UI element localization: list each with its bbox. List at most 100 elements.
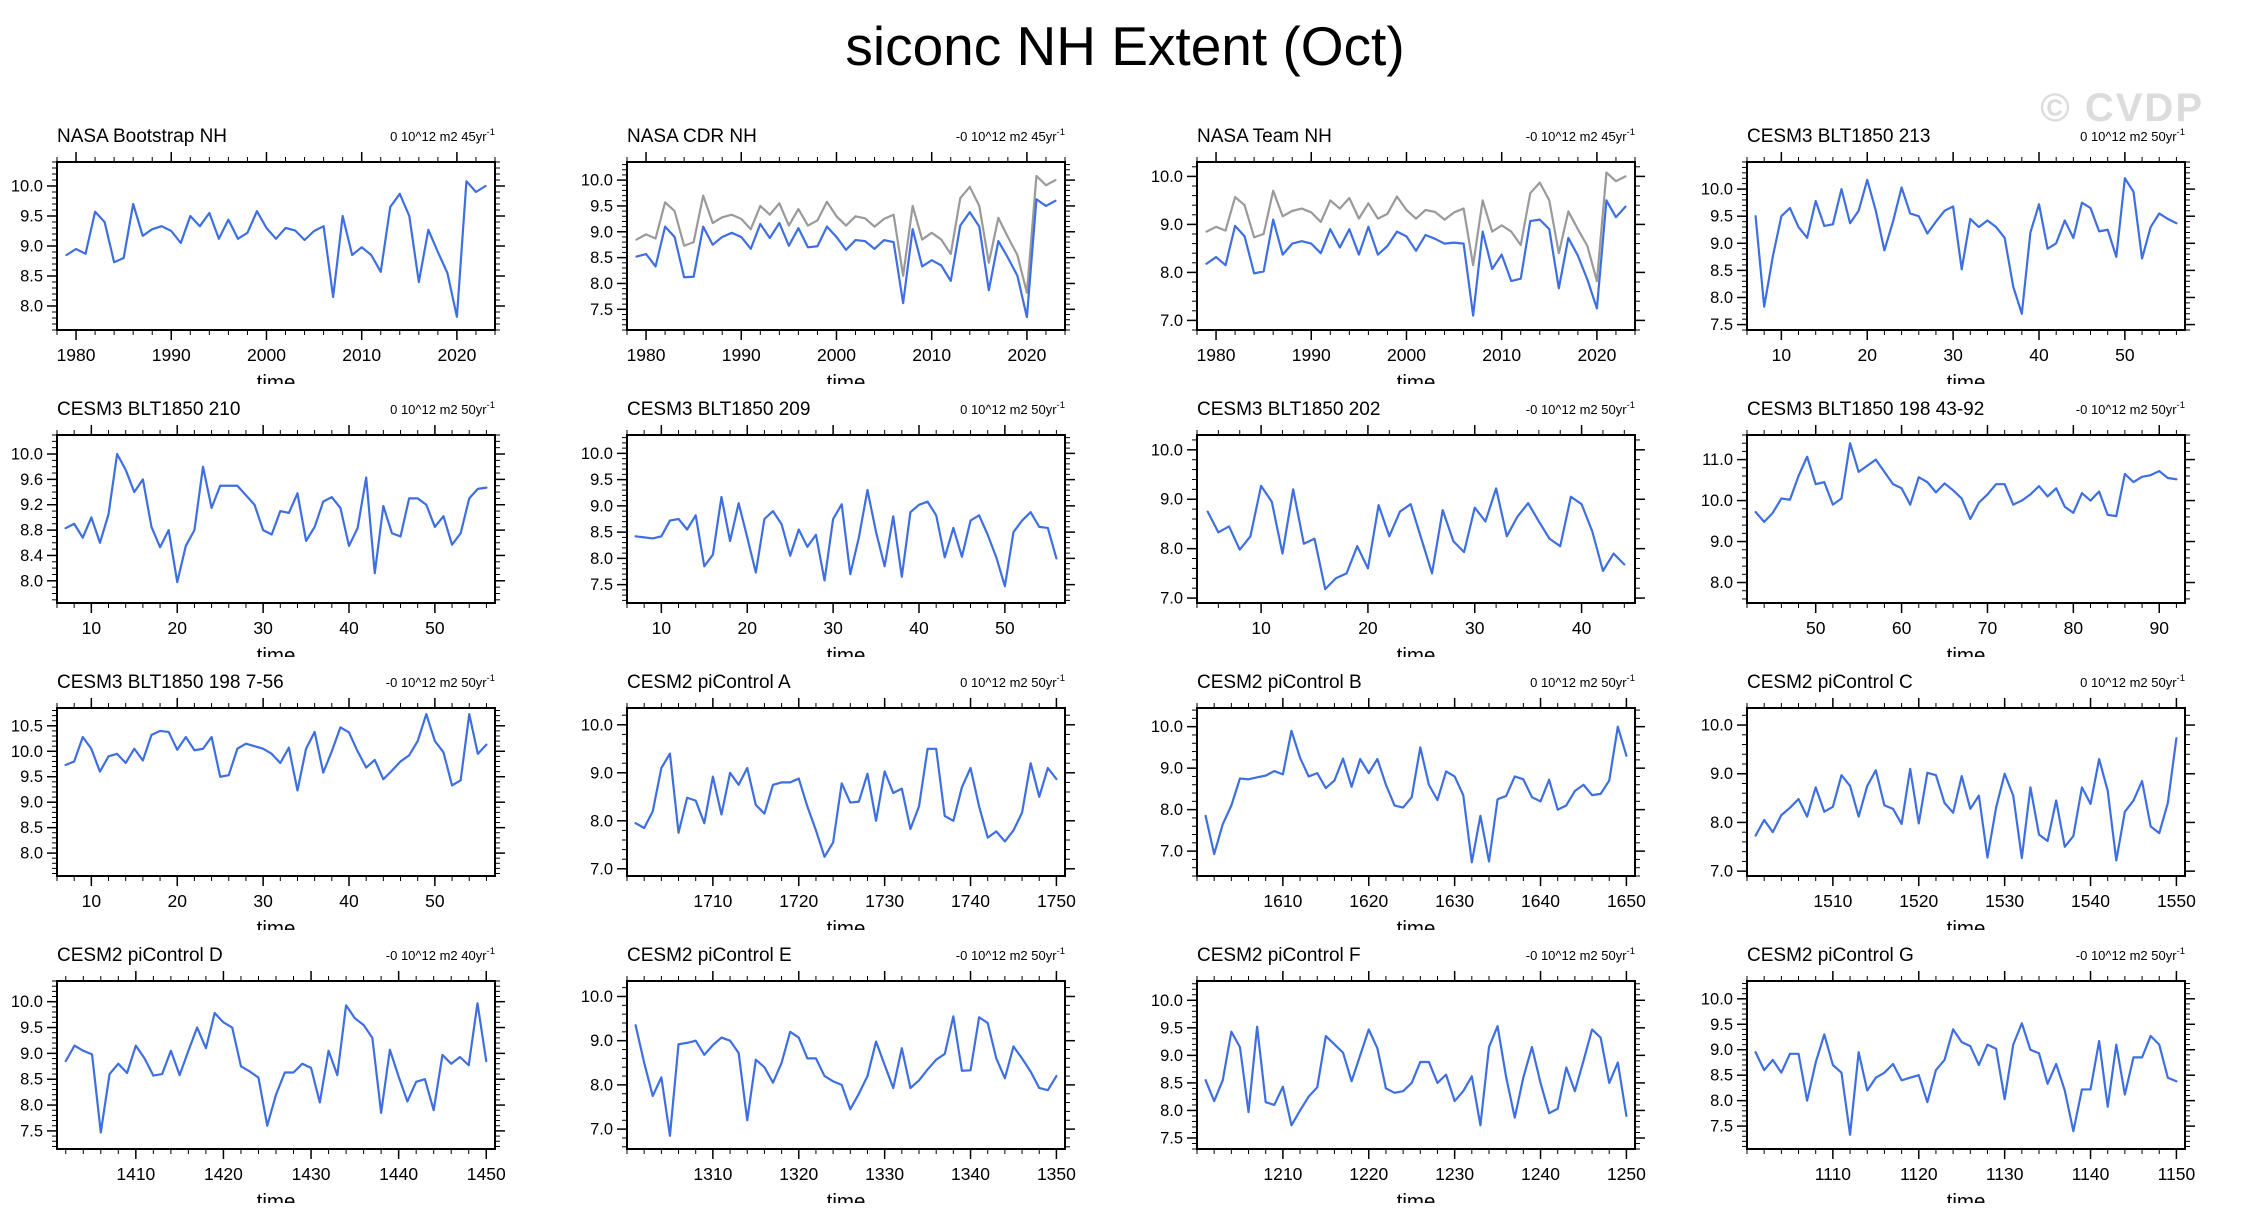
y-tick-label: 9.0 [590,497,613,515]
x-tick-label: 1110 [1815,1164,1852,1184]
y-tick-label: 9.5 [1710,208,1733,226]
trend-annotation: -0 10^12 m2 50yr-1 [1526,946,1635,963]
x-tick-label: 1990 [152,345,191,365]
panel-cesm2-picontrol-c: 7.0 8.0 9.0 10.0 1510 1520 1530 1540 1550 CESM2 p… [1690,658,2250,930]
y-tick-label: 8.0 [1710,289,1733,307]
series-line-primary [634,747,1058,858]
plot-svg: 7.0 8.0 9.0 10.0 1610 1620 1630 1640 1650 CESM2 p… [1151,672,1646,930]
x-axis-label: time [257,917,296,930]
x-tick-label: 1640 [1521,891,1560,911]
y-tick-label: 8.0 [590,1076,613,1094]
y-tick-label: 10.0 [1701,492,1733,510]
x-tick-label: 1410 [116,1164,155,1184]
x-tick-label: 1320 [779,1164,818,1184]
x-tick-label: 1120 [1900,1164,1938,1184]
trend-annotation: -0 10^12 m2 50yr-1 [956,946,1065,963]
x-tick-label: 1980 [1197,345,1236,365]
y-tick-label: 9.5 [1710,1016,1733,1034]
x-tick-label: 1150 [2158,1164,2196,1184]
panel-cesm3-blt1850-213: 7.5 8.0 8.5 9.0 9.5 10.0 10 20 30 40 50 CESM3 BLT18… [1690,112,2250,384]
x-tick-label: 70 [1978,618,1998,638]
x-tick-label: 90 [2150,618,2170,638]
y-tick-label: 9.0 [1710,533,1733,551]
y-tick-label: 9.0 [1710,1041,1733,1059]
y-tick-label: 7.5 [590,301,613,319]
x-tick-label: 40 [909,618,929,638]
y-tick-label: 10.0 [1151,441,1183,459]
x-tick-label: 10 [1772,345,1792,365]
x-tick-label: 50 [425,618,445,638]
y-tick-label: 9.0 [1160,216,1183,234]
panel-cesm2-picontrol-g: 7.5 8.0 8.5 9.0 9.5 10.0 1110 1120 1130 1140 1150 C… [1690,931,2250,1203]
x-tick-label: 1430 [292,1164,331,1184]
y-tick-label: 9.0 [1160,1047,1183,1065]
panel-title: NASA Bootstrap NH [57,126,227,147]
trend-annotation: -0 10^12 m2 50yr-1 [386,673,495,690]
y-tick-label: 8.5 [1710,1067,1733,1085]
x-tick-label: 2020 [1577,345,1616,365]
x-tick-label: 30 [253,618,273,638]
x-tick-label: 1230 [1435,1164,1474,1184]
y-tick-label: 7.0 [590,860,613,878]
y-tick-label: 7.0 [1160,843,1183,861]
y-tick-label: 11.0 [1702,451,1733,469]
plot-svg: 7.5 8.0 8.5 9.0 9.5 10.0 1980 1990 2000 2010 2020 N… [581,126,1075,384]
x-tick-label: 1740 [951,891,990,911]
y-tick-label: 7.0 [1160,590,1183,608]
y-tick-label: 10.0 [1151,168,1183,186]
panel-nasa-team-nh: 7.0 8.0 9.0 10.0 1980 1990 2000 2010 2020 NASA Te… [1140,112,1700,384]
x-axis-label: time [827,644,866,657]
x-tick-label: 10 [652,618,672,638]
y-tick-label: 9.0 [20,1045,43,1063]
x-tick-label: 1530 [1985,891,2024,911]
panel-cesm3-blt1850-198-7-56: 8.0 8.5 9.0 9.5 10.0 10.5 10 20 30 40 50 CESM3 BLT1… [0,658,560,930]
panel-nasa-bootstrap-nh: 8.0 8.5 9.0 9.5 10.0 1980 1990 2000 2010 2020 NASA… [0,112,560,384]
y-tick-label: 9.5 [590,197,613,215]
x-axis-label: time [827,917,866,930]
y-tick-label: 7.0 [590,1121,613,1139]
panel-title: CESM2 piControl F [1197,945,1361,966]
panel-title: CESM3 BLT1850 209 [627,399,810,420]
x-tick-label: 2000 [1387,345,1426,365]
panel-title: NASA CDR NH [627,126,757,147]
x-axis-label: time [1397,917,1436,930]
x-tick-label: 20 [1358,618,1378,638]
plot-svg: 7.0 8.0 9.0 10.0 1510 1520 1530 1540 1550 CESM2 p… [1701,672,2196,930]
x-tick-label: 1450 [467,1164,506,1184]
trend-annotation: 0 10^12 m2 50yr-1 [2080,673,2185,690]
x-axis-label: time [1397,644,1436,657]
y-tick-label: 7.5 [590,576,613,594]
series-line-reference [1205,171,1627,283]
x-tick-label: 1540 [2071,891,2110,911]
y-tick-label: 9.0 [1710,765,1733,783]
y-tick-label: 7.5 [1160,1129,1183,1147]
x-tick-label: 2010 [1482,345,1521,365]
x-tick-label: 1620 [1349,891,1388,911]
y-tick-label: 9.0 [1160,760,1183,778]
panel-title: CESM3 BLT1850 213 [1747,126,1930,147]
y-tick-label: 8.5 [1160,1074,1183,1092]
x-tick-label: 20 [1858,345,1878,365]
y-tick-label: 9.0 [1710,235,1733,253]
plot-svg: 7.5 8.0 8.5 9.0 9.5 10.0 1210 1220 1230 1240 1250 C… [1151,945,1646,1203]
y-tick-label: 8.5 [20,268,43,286]
y-tick-label: 10.0 [11,993,43,1011]
panel-cesm2-picontrol-a: 7.0 8.0 9.0 10.0 1710 1720 1730 1740 1750 CESM2 p… [570,658,1130,930]
y-tick-label: 8.5 [590,249,613,267]
panel-title: CESM2 piControl B [1197,672,1362,693]
plot-svg: 7.5 8.0 8.5 9.0 9.5 10.0 10 20 30 40 50 CESM3 BLT18… [581,399,1075,657]
series-line-primary [1204,1025,1628,1127]
x-tick-label: 1710 [693,891,732,911]
plot-svg: 8.0 8.5 9.0 9.5 10.0 1980 1990 2000 2010 2020 NASA… [11,126,505,384]
cvdp-watermark: © CVDP [2040,86,2204,130]
x-tick-label: 1420 [204,1164,243,1184]
x-tick-label: 2000 [247,345,286,365]
panel-title: CESM2 piControl G [1747,945,1914,966]
x-tick-label: 20 [168,891,188,911]
series-line-primary [635,198,1057,319]
plot-svg: 7.5 8.0 8.5 9.0 9.5 10.0 1110 1120 1130 1140 1150 C… [1701,945,2196,1203]
panel-title: NASA Team NH [1197,126,1332,147]
page-title: siconc NH Extent (Oct) [845,15,1405,77]
y-tick-label: 10.0 [1151,718,1183,736]
trend-annotation: -0 10^12 m2 50yr-1 [2076,400,2185,417]
